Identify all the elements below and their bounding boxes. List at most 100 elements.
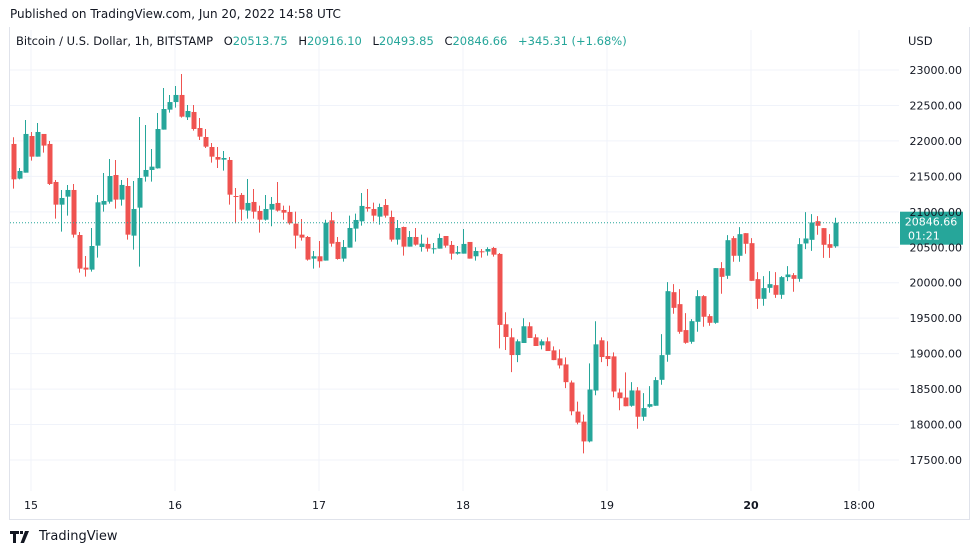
candle-body: [257, 210, 263, 220]
currency-label: USD: [908, 34, 933, 48]
candle-bullish: [461, 228, 467, 254]
candle-bullish: [809, 214, 815, 251]
candle-bullish: [761, 276, 767, 306]
candle-body: [353, 219, 359, 229]
candle-bearish: [551, 346, 557, 361]
candle-body: [281, 209, 287, 213]
candle-body: [365, 206, 371, 209]
price-tick-label: 23000.00: [910, 64, 963, 77]
candle-body: [401, 226, 407, 247]
candle-body: [467, 241, 473, 259]
candle-bearish: [209, 142, 215, 163]
candle-bullish: [221, 150, 227, 171]
candle-bearish: [815, 216, 821, 235]
candle-bullish: [323, 219, 329, 261]
candle-bearish: [41, 133, 47, 153]
candle-bullish: [35, 122, 41, 157]
candle-body: [767, 284, 773, 288]
candle-bearish: [701, 295, 707, 327]
candle-bullish: [95, 194, 101, 258]
candle-body: [305, 236, 311, 260]
price-axis[interactable]: 17500.00 18000.00 18500.00 19000.00 19500.00…: [910, 64, 963, 467]
candle-bullish: [803, 212, 809, 250]
candle-bearish: [599, 337, 605, 363]
candle-bearish: [683, 313, 689, 344]
candle-body: [287, 211, 293, 224]
time-tick-label: 17: [312, 499, 326, 512]
candle-bearish: [449, 240, 455, 260]
candle-body: [41, 133, 47, 146]
candle-bearish: [203, 128, 209, 148]
candle-body: [557, 358, 563, 366]
candle-body: [641, 408, 647, 417]
candle-bullish: [359, 192, 365, 226]
candle-body: [533, 337, 539, 346]
candle-body: [689, 321, 695, 342]
candle-body: [329, 220, 335, 244]
candle-body: [581, 421, 587, 442]
candle-bearish: [773, 272, 779, 298]
candle-body: [185, 110, 191, 118]
candle-bearish: [191, 105, 197, 131]
candle-bullish: [767, 271, 773, 293]
candle-bearish: [719, 262, 725, 294]
candle-body: [707, 316, 713, 323]
candle-bearish: [611, 352, 617, 398]
candle-body: [569, 382, 575, 412]
chart-frame: [9, 27, 970, 520]
candle-body: [827, 244, 833, 248]
candle-body: [563, 364, 569, 383]
candle-bearish: [581, 414, 587, 454]
high-label: H: [298, 34, 307, 48]
candle-body: [59, 197, 65, 205]
candle-body: [833, 222, 839, 247]
candle-body: [29, 136, 35, 157]
candle-bearish: [71, 183, 77, 238]
candle-body: [245, 202, 251, 211]
candle-body: [479, 251, 485, 253]
candle-body: [95, 202, 101, 246]
candle-body: [101, 200, 107, 205]
candle-body: [293, 223, 299, 236]
candle-bearish: [755, 272, 761, 309]
candle-bearish: [479, 248, 485, 258]
candle-body: [23, 133, 29, 173]
candle-body: [713, 268, 719, 323]
candle-body: [113, 175, 119, 200]
candle-body: [191, 111, 197, 129]
candle-body: [773, 285, 779, 295]
candle-body: [797, 244, 803, 279]
candle-bullish: [137, 117, 143, 267]
candle-body: [203, 137, 209, 147]
candle-body: [659, 355, 665, 380]
open-label: O: [223, 34, 233, 48]
candle-bearish: [623, 372, 629, 407]
candle-bullish: [695, 290, 701, 332]
candle-bullish: [653, 377, 659, 406]
candle-bullish: [65, 184, 71, 216]
candle-bearish: [401, 226, 407, 256]
candle-bullish: [779, 276, 785, 299]
candle-body: [425, 243, 431, 249]
candle-body: [509, 337, 515, 356]
time-axis[interactable]: 15 16 17 18 19 20 18:00: [24, 499, 875, 512]
last-price-badge: [900, 211, 963, 245]
candle-body: [143, 169, 149, 177]
candle-body: [11, 143, 17, 180]
candle-bullish: [713, 268, 719, 324]
candle-body: [575, 411, 581, 423]
price-tick-label: 21500.00: [910, 170, 963, 183]
candle-body: [395, 227, 401, 240]
candle-body: [137, 177, 143, 208]
candle-body: [71, 189, 77, 235]
candle-bullish: [131, 180, 137, 250]
candle-bullish: [119, 179, 125, 206]
price-tick-label: 18000.00: [910, 419, 963, 432]
candle-bearish: [77, 231, 83, 273]
candle-bearish: [47, 140, 53, 185]
candle-bullish: [353, 213, 359, 242]
candle-bullish: [689, 319, 695, 344]
candle-body: [263, 208, 269, 220]
candle-body: [503, 324, 509, 337]
